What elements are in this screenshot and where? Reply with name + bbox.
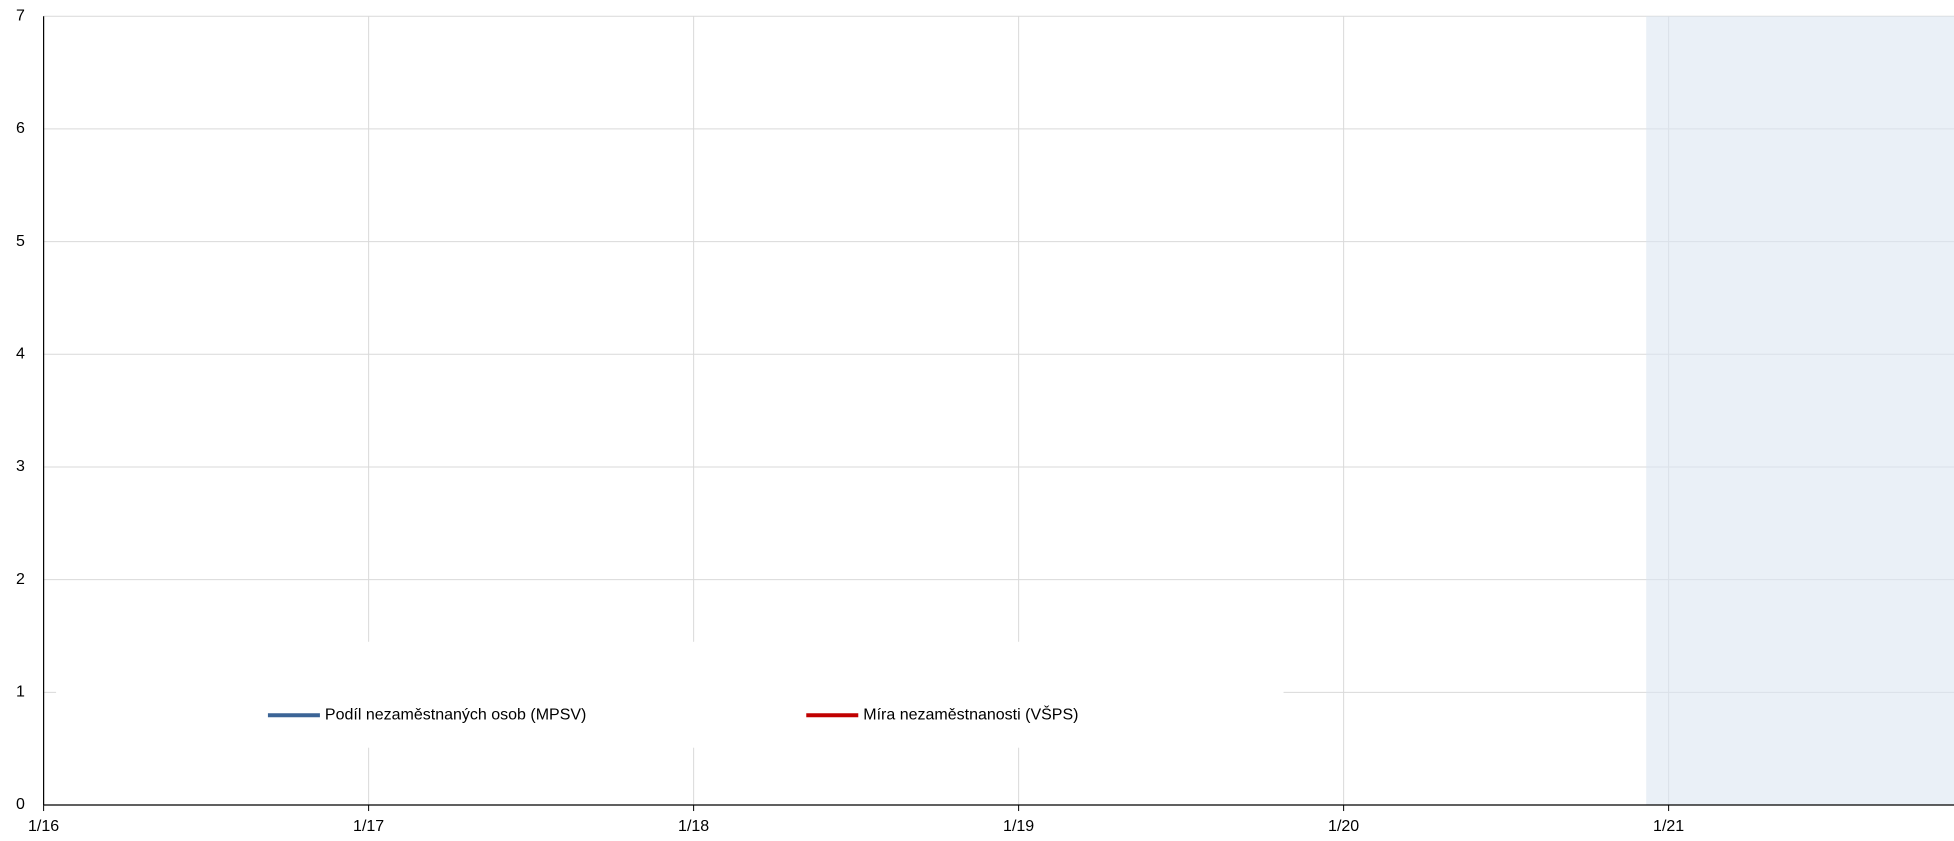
y-tick-label: 4 bbox=[16, 345, 25, 362]
x-tick-label: 1/21 bbox=[1653, 818, 1684, 835]
x-tick-label: 1/17 bbox=[353, 818, 384, 835]
x-tick-label: 1/16 bbox=[28, 818, 59, 835]
x-tick-label: 1/20 bbox=[1328, 818, 1359, 835]
legend bbox=[56, 641, 1284, 748]
y-tick-label: 6 bbox=[16, 120, 25, 137]
y-tick-label: 0 bbox=[16, 796, 25, 813]
y-tick-label: 2 bbox=[16, 571, 25, 588]
x-tick-label: 1/19 bbox=[1003, 818, 1034, 835]
y-tick-label: 3 bbox=[16, 458, 25, 475]
y-tick-label: 7 bbox=[16, 7, 25, 24]
y-tick-label: 1 bbox=[16, 684, 25, 701]
legend-label: Podíl nezaměstnaných osob (MPSV) bbox=[325, 707, 586, 724]
legend-label: Míra nezaměstnanosti (VŠPS) bbox=[863, 705, 1078, 724]
y-tick-label: 5 bbox=[16, 233, 25, 250]
shaded-region bbox=[1646, 16, 1954, 806]
x-tick-label: 1/18 bbox=[678, 818, 709, 835]
